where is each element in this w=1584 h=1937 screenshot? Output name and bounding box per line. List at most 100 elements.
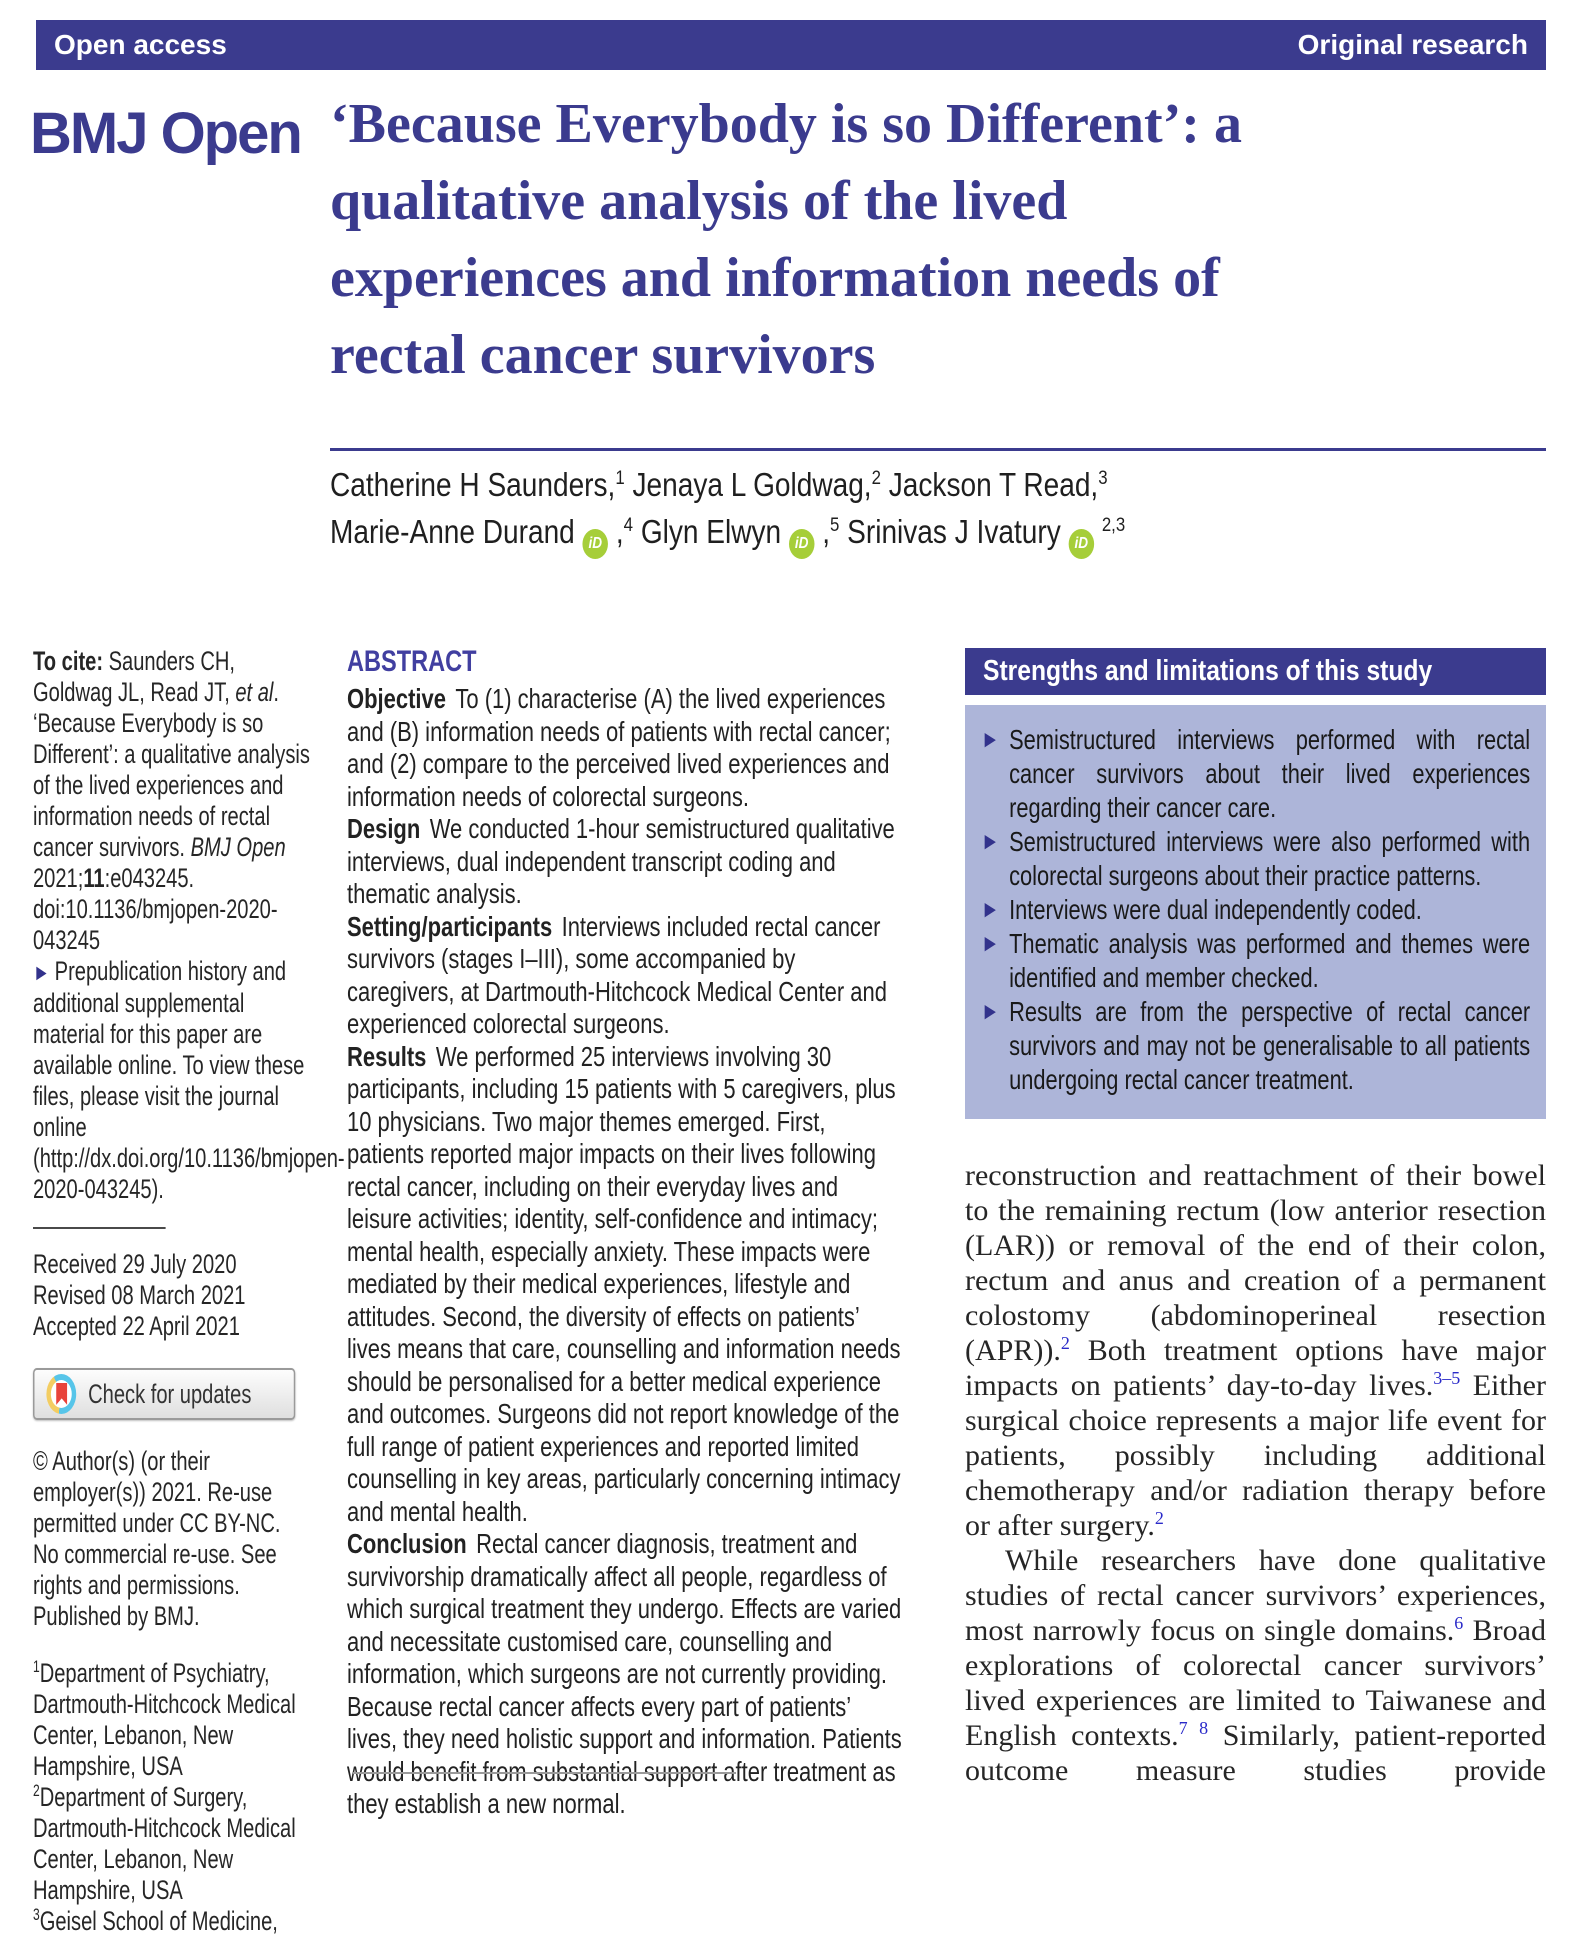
author-line: Marie-Anne Durand iD ,4 Glyn Elwyn iD ,5… bbox=[330, 508, 1546, 559]
text-segment: 1 bbox=[615, 467, 625, 489]
author-list: Catherine H Saunders,1 Jenaya L Goldwag,… bbox=[330, 461, 1546, 559]
abstract-objective: Objective To (1) characterise (A) the liv… bbox=[347, 683, 906, 813]
strengths-item: ► Results are from the perspective of rec… bbox=[981, 995, 1530, 1097]
revised-date: Revised 08 March 2021 bbox=[33, 1280, 246, 1310]
abstract-section-text: We conducted 1-hour semistructured quali… bbox=[347, 813, 895, 909]
affiliations: 1Department of Psychiatry, Dartmouth-Hit… bbox=[33, 1658, 310, 1937]
triangle-bullet-icon: ► bbox=[981, 930, 1000, 957]
open-access-label: Open access bbox=[54, 29, 227, 60]
journal-logo: BMJ Open bbox=[30, 101, 303, 166]
text-segment: , bbox=[608, 513, 624, 550]
crossmark-icon bbox=[46, 1374, 77, 1414]
abstract-section-text: Rectal cancer diagnosis, treatment and s… bbox=[347, 1528, 902, 1819]
article-type-label: Original research bbox=[1297, 29, 1528, 60]
reference-link[interactable]: 3–5 bbox=[1433, 1368, 1461, 1388]
text-segment: Srinivas J Ivatury bbox=[839, 513, 1069, 550]
section-divider bbox=[33, 1227, 166, 1229]
text-segment: 2,3 bbox=[1101, 514, 1126, 536]
body-paragraph: reconstruction and reattachment of their… bbox=[965, 1158, 1546, 1543]
text-segment: , bbox=[814, 513, 831, 550]
text-segment: Marie-Anne Durand bbox=[330, 513, 583, 550]
prepublication-note: ► Prepublication history and additional … bbox=[33, 956, 345, 1205]
triangle-bullet-icon: ► bbox=[981, 896, 1000, 923]
text-segment: Geisel School of Medicine, bbox=[39, 1906, 278, 1936]
copyright-statement: © Author(s) (or their employer(s)) 2021.… bbox=[33, 1446, 281, 1631]
received-date: Received 29 July 2020 bbox=[33, 1249, 237, 1279]
text-segment: Broad explorations of colorectal cancer … bbox=[965, 1614, 1546, 1752]
orcid-icon[interactable]: iD bbox=[788, 529, 815, 559]
abstract-heading: ABSTRACT bbox=[347, 645, 477, 678]
strengths-item-text: Thematic analysis was performed and them… bbox=[1009, 928, 1531, 993]
text-segment: Department of Surgery, Dartmouth-Hitchco… bbox=[33, 1782, 296, 1905]
reference-link[interactable]: 6 bbox=[1454, 1613, 1464, 1633]
text-segment: Both treatment options have major impact… bbox=[965, 1334, 1546, 1402]
article-title-line: ‘Because Everybody is so Different’: a bbox=[330, 93, 1242, 155]
page-header-bar: Open access Original research bbox=[36, 20, 1546, 70]
triangle-bullet-icon: ► bbox=[981, 828, 1000, 855]
orcid-icon[interactable]: iD bbox=[1068, 529, 1095, 559]
text-segment: Either surgical choice represents a majo… bbox=[965, 1369, 1546, 1542]
accepted-date: Accepted 22 April 2021 bbox=[33, 1311, 240, 1341]
abstract-section-text: Interviews included rectal cancer surviv… bbox=[347, 910, 887, 1040]
reference-link[interactable]: 2 bbox=[1154, 1508, 1164, 1528]
abstract-section-label: Results bbox=[347, 1040, 427, 1072]
abstract-setting: Setting/participants Interviews included … bbox=[347, 911, 906, 1041]
article-title: ‘Because Everybody is so Different’: a q… bbox=[330, 86, 1560, 394]
text-segment: 2 bbox=[33, 1782, 40, 1800]
text-segment: 1 bbox=[33, 1658, 40, 1676]
text-segment: Jenaya L Goldwag, bbox=[624, 466, 872, 503]
strengths-box-title: Strengths and limitations of this study bbox=[983, 655, 1433, 687]
abstract-conclusion: Conclusion Rectal cancer diagnosis, treat… bbox=[347, 1528, 906, 1821]
strengths-item-text: Interviews were dual independently coded… bbox=[1009, 894, 1422, 925]
abstract-column: ABSTRACT Objective To (1) characterise (A… bbox=[347, 645, 906, 1821]
article-title-line: rectal cancer survivors bbox=[330, 324, 876, 386]
text-segment: Similarly, patient-reported outcome meas… bbox=[965, 1719, 1546, 1787]
strengths-item: ► Thematic analysis was performed and the… bbox=[981, 927, 1530, 995]
abstract-section-text: We performed 25 interviews involving 30 … bbox=[347, 1040, 901, 1527]
strengths-item-text: Semistructured interviews performed with… bbox=[1009, 724, 1531, 823]
triangle-bullet-icon: ► bbox=[981, 726, 1000, 753]
text-segment: et al bbox=[235, 677, 274, 707]
abstract-results: Results We performed 25 interviews involv… bbox=[347, 1041, 906, 1529]
abstract-section-label: Setting/participants bbox=[347, 910, 553, 942]
introduction-text-column: reconstruction and reattachment of their… bbox=[965, 1158, 1546, 1788]
journal-article-page: { "colors": { "brand_blue": "#3b3b8e", "… bbox=[0, 0, 1584, 1784]
article-history: Received 29 July 2020 Revised 08 March 2… bbox=[33, 1249, 310, 1342]
text-segment: While researchers have done qualitative … bbox=[965, 1544, 1546, 1647]
text-segment: 3 bbox=[33, 1906, 40, 1924]
text-segment: 11 bbox=[83, 863, 105, 893]
strengths-box-header: Strengths and limitations of this study bbox=[965, 648, 1546, 695]
text-segment: 5 bbox=[830, 514, 840, 536]
text-segment: 2021; bbox=[33, 863, 84, 893]
orcid-icon[interactable]: iD bbox=[582, 529, 609, 559]
abstract-section-text: To (1) characterise (A) the lived experi… bbox=[347, 683, 891, 812]
reference-link[interactable]: 7 8 bbox=[1178, 1718, 1209, 1738]
text-segment: Jackson T Read, bbox=[880, 466, 1099, 503]
text-segment: Glyn Elwyn bbox=[633, 513, 789, 550]
affiliation-3: 3Geisel School of Medicine, bbox=[33, 1906, 310, 1937]
author-line: Catherine H Saunders,1 Jenaya L Goldwag,… bbox=[330, 461, 1546, 508]
affiliation-2: 2Department of Surgery, Dartmouth-Hitchc… bbox=[33, 1782, 310, 1906]
text-segment: To cite: bbox=[33, 646, 109, 676]
strengths-box-body: ► Semistructured interviews performed wit… bbox=[965, 705, 1546, 1119]
text-segment: Catherine H Saunders, bbox=[330, 466, 616, 503]
abstract-section-label: Objective bbox=[347, 683, 446, 714]
text-segment: . ‘Because Everybody is so Different’: a… bbox=[33, 677, 310, 862]
text-segment: 4 bbox=[623, 514, 634, 536]
check-for-updates-label: Check for updates bbox=[88, 1378, 252, 1409]
reference-link[interactable]: 2 bbox=[1060, 1333, 1070, 1353]
text-segment: reconstruction and reattachment of their… bbox=[965, 1159, 1546, 1367]
metadata-sidebar: To cite: Saunders CH, Goldwag JL, Read J… bbox=[33, 646, 345, 1937]
check-for-updates-button[interactable]: Check for updates bbox=[33, 1368, 296, 1420]
strengths-item: ► Interviews were dual independently code… bbox=[981, 893, 1530, 927]
abstract-design: Design We conducted 1-hour semistructured… bbox=[347, 813, 906, 911]
strengths-limitations-box: Strengths and limitations of this study … bbox=[965, 648, 1546, 1119]
strengths-item-text: Results are from the perspective of rect… bbox=[1009, 996, 1531, 1095]
body-paragraph: While researchers have done qualitative … bbox=[965, 1543, 1546, 1788]
triangle-bullet-icon: ► bbox=[33, 959, 55, 985]
strengths-list: ► Semistructured interviews performed wit… bbox=[981, 723, 1530, 1097]
text-segment: Saunders CH, Goldwag JL, Read JT, bbox=[33, 646, 236, 707]
affiliation-1: 1Department of Psychiatry, Dartmouth-Hit… bbox=[33, 1658, 310, 1782]
abstract-section-label: Conclusion bbox=[347, 1528, 467, 1559]
triangle-bullet-icon: ► bbox=[981, 998, 1000, 1025]
